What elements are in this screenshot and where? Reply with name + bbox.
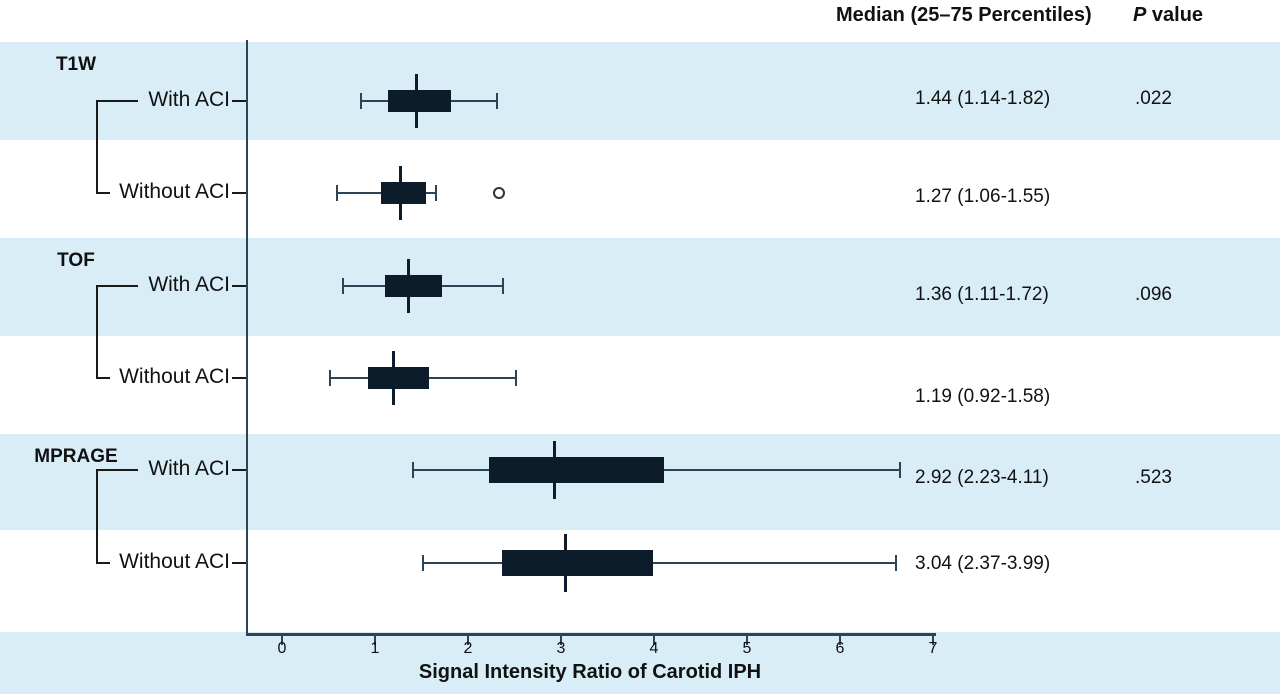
- median-text: 1.27 (1.06-1.55): [915, 186, 1051, 207]
- median-line: [407, 259, 411, 313]
- pvalue-header-value: value: [1146, 4, 1204, 26]
- label-axis-tick: [232, 100, 246, 102]
- group-label: T1W: [55, 54, 97, 75]
- group-label: TOF: [57, 250, 95, 271]
- x-axis-tick: [560, 636, 562, 645]
- x-axis-line: [246, 633, 936, 636]
- row-band: [0, 632, 1280, 694]
- median-line: [414, 74, 418, 128]
- row-label: With ACI: [148, 273, 230, 296]
- x-axis-tick: [746, 636, 748, 645]
- group-bracket-vertical: [96, 101, 98, 193]
- x-tick-label: 2: [463, 640, 473, 657]
- median-text: 1.19 (0.92-1.58): [915, 386, 1051, 407]
- iqr-box: [367, 367, 429, 389]
- p-value: .523: [1135, 467, 1172, 488]
- median-text: 1.44 (1.14-1.82): [915, 88, 1051, 109]
- whisker-cap-high: [894, 555, 897, 571]
- median-text: 3.04 (2.37-3.99): [915, 553, 1051, 574]
- group-bracket-top-arm: [96, 100, 138, 102]
- group-bracket-vertical: [96, 470, 98, 563]
- whisker-cap-low: [329, 370, 332, 386]
- row-label: With ACI: [148, 88, 230, 111]
- iqr-box: [380, 182, 427, 204]
- group-bracket-bottom-arm: [96, 192, 110, 194]
- row-label: Without ACI: [119, 550, 230, 573]
- x-tick-label: 0: [277, 640, 287, 657]
- whisker-cap-low: [335, 185, 338, 201]
- whisker-cap-high: [495, 93, 498, 109]
- x-tick-label: 1: [370, 640, 380, 657]
- row-label: With ACI: [148, 457, 230, 480]
- label-axis-tick: [232, 469, 246, 471]
- whisker-cap-low: [412, 462, 415, 478]
- iqr-box: [385, 275, 442, 297]
- x-axis-title: Signal Intensity Ratio of Carotid IPH: [418, 661, 762, 683]
- median-text: 2.92 (2.23-4.11): [915, 467, 1049, 488]
- label-axis-tick: [232, 192, 246, 194]
- whisker-cap-high: [899, 462, 902, 478]
- pvalue-header-p: P: [1133, 4, 1147, 26]
- y-axis-line: [246, 40, 248, 636]
- whisker-cap-low: [422, 555, 425, 571]
- p-value: .022: [1135, 88, 1172, 109]
- median-text: 1.36 (1.11-1.72): [915, 284, 1049, 305]
- x-axis-tick: [374, 636, 376, 645]
- whisker-cap-high: [515, 370, 518, 386]
- group-bracket-vertical: [96, 286, 98, 378]
- label-axis-tick: [232, 562, 246, 564]
- group-bracket-top-arm: [96, 285, 138, 287]
- group-bracket-bottom-arm: [96, 377, 110, 379]
- x-axis-tick: [467, 636, 469, 645]
- whisker-cap-high: [435, 185, 438, 201]
- x-tick-label: 3: [556, 640, 566, 657]
- median-line: [399, 166, 403, 220]
- iqr-box: [388, 90, 452, 112]
- x-tick-label: 4: [649, 640, 659, 657]
- group-bracket-bottom-arm: [96, 562, 110, 564]
- x-tick-label: 6: [835, 640, 845, 657]
- whisker-cap-high: [502, 278, 505, 294]
- whisker-cap-low: [342, 278, 345, 294]
- x-axis-tick: [653, 636, 655, 645]
- row-label: Without ACI: [119, 180, 230, 203]
- outlier-point: [492, 187, 505, 199]
- whisker-cap-low: [360, 93, 363, 109]
- median-column-header: Median (25–75 Percentiles): [836, 4, 1092, 26]
- group-bracket-top-arm: [96, 469, 138, 471]
- x-tick-label: 7: [928, 640, 938, 657]
- iqr-box: [502, 550, 654, 576]
- row-band: [0, 238, 1280, 336]
- p-value: .096: [1135, 284, 1172, 305]
- group-label: MPRAGE: [34, 446, 118, 467]
- pvalue-column-header: P value: [1133, 4, 1203, 27]
- row-band: [0, 42, 1280, 140]
- median-line: [391, 351, 395, 405]
- iqr-box: [489, 457, 665, 483]
- label-axis-tick: [232, 377, 246, 379]
- x-axis-tick: [281, 636, 283, 645]
- label-axis-tick: [232, 285, 246, 287]
- whisker-line: [423, 562, 896, 564]
- x-axis-tick: [839, 636, 841, 645]
- x-tick-label: 5: [742, 640, 752, 657]
- x-axis-tick: [932, 636, 934, 645]
- median-line: [552, 441, 556, 499]
- row-label: Without ACI: [119, 365, 230, 388]
- median-line: [563, 534, 567, 592]
